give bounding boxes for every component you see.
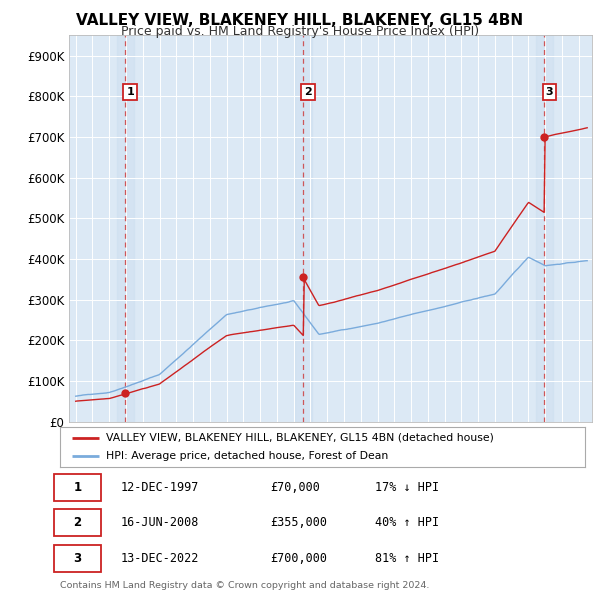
Text: 3: 3 — [545, 87, 553, 97]
FancyBboxPatch shape — [54, 509, 101, 536]
Bar — [536, 35, 553, 422]
Text: 3: 3 — [73, 552, 82, 565]
Text: 40% ↑ HPI: 40% ↑ HPI — [375, 516, 439, 529]
Text: 16-JUN-2008: 16-JUN-2008 — [121, 516, 199, 529]
Text: VALLEY VIEW, BLAKENEY HILL, BLAKENEY, GL15 4BN: VALLEY VIEW, BLAKENEY HILL, BLAKENEY, GL… — [76, 13, 524, 28]
Text: 1: 1 — [127, 87, 134, 97]
Bar — [117, 35, 134, 422]
FancyBboxPatch shape — [54, 474, 101, 501]
Text: HPI: Average price, detached house, Forest of Dean: HPI: Average price, detached house, Fore… — [106, 451, 388, 461]
Text: 1: 1 — [73, 481, 82, 494]
Text: 13-DEC-2022: 13-DEC-2022 — [121, 552, 199, 565]
Text: Price paid vs. HM Land Registry's House Price Index (HPI): Price paid vs. HM Land Registry's House … — [121, 25, 479, 38]
Text: VALLEY VIEW, BLAKENEY HILL, BLAKENEY, GL15 4BN (detached house): VALLEY VIEW, BLAKENEY HILL, BLAKENEY, GL… — [106, 433, 494, 443]
Text: 81% ↑ HPI: 81% ↑ HPI — [375, 552, 439, 565]
Text: 12-DEC-1997: 12-DEC-1997 — [121, 481, 199, 494]
Text: 2: 2 — [305, 87, 313, 97]
Bar — [295, 35, 312, 422]
Text: 2: 2 — [73, 516, 82, 529]
Bar — [536, 35, 553, 422]
Text: £355,000: £355,000 — [270, 516, 327, 529]
Text: 17% ↓ HPI: 17% ↓ HPI — [375, 481, 439, 494]
Text: £70,000: £70,000 — [270, 481, 320, 494]
FancyBboxPatch shape — [54, 545, 101, 572]
Text: £700,000: £700,000 — [270, 552, 327, 565]
Text: Contains HM Land Registry data © Crown copyright and database right 2024.
This d: Contains HM Land Registry data © Crown c… — [60, 581, 430, 590]
Bar — [295, 35, 312, 422]
Bar — [117, 35, 134, 422]
